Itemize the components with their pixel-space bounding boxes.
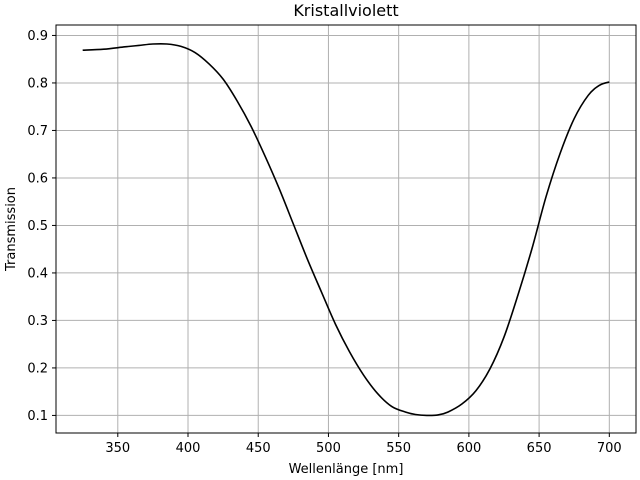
x-tick-label: 550 xyxy=(386,441,411,456)
y-tick-label: 0.5 xyxy=(27,219,48,234)
x-tick-label: 500 xyxy=(316,441,341,456)
series-line xyxy=(82,42,610,417)
x-tick-label: 600 xyxy=(456,441,481,456)
y-tick-label: 0.1 xyxy=(27,409,48,424)
y-tick-label: 0.3 xyxy=(27,314,48,329)
y-tick-label: 0.4 xyxy=(27,266,48,281)
y-tick-label: 0.9 xyxy=(27,29,48,44)
x-tick-label: 700 xyxy=(597,441,622,456)
plot-frame xyxy=(55,24,637,434)
y-tick-label: 0.7 xyxy=(27,124,48,139)
x-tick-label: 350 xyxy=(105,441,130,456)
grid xyxy=(56,25,636,433)
ticks: 350 400 450 500 550 600 650 700 0.1 0.2 0.3 0.4 0.5 0… xyxy=(27,29,621,456)
y-tick-label: 0.8 xyxy=(27,76,48,91)
x-tick-label: 400 xyxy=(176,441,201,456)
x-tick-label: 450 xyxy=(246,441,271,456)
x-tick-label: 650 xyxy=(527,441,552,456)
y-tick-label: 0.6 xyxy=(27,171,48,186)
y-tick-label: 0.2 xyxy=(27,361,48,376)
series-layer xyxy=(82,42,610,417)
y-axis-label: Transmission xyxy=(4,187,19,272)
chart-title: Kristallviolett xyxy=(293,1,398,20)
x-axis-label: Wellenlänge [nm] xyxy=(289,462,404,477)
